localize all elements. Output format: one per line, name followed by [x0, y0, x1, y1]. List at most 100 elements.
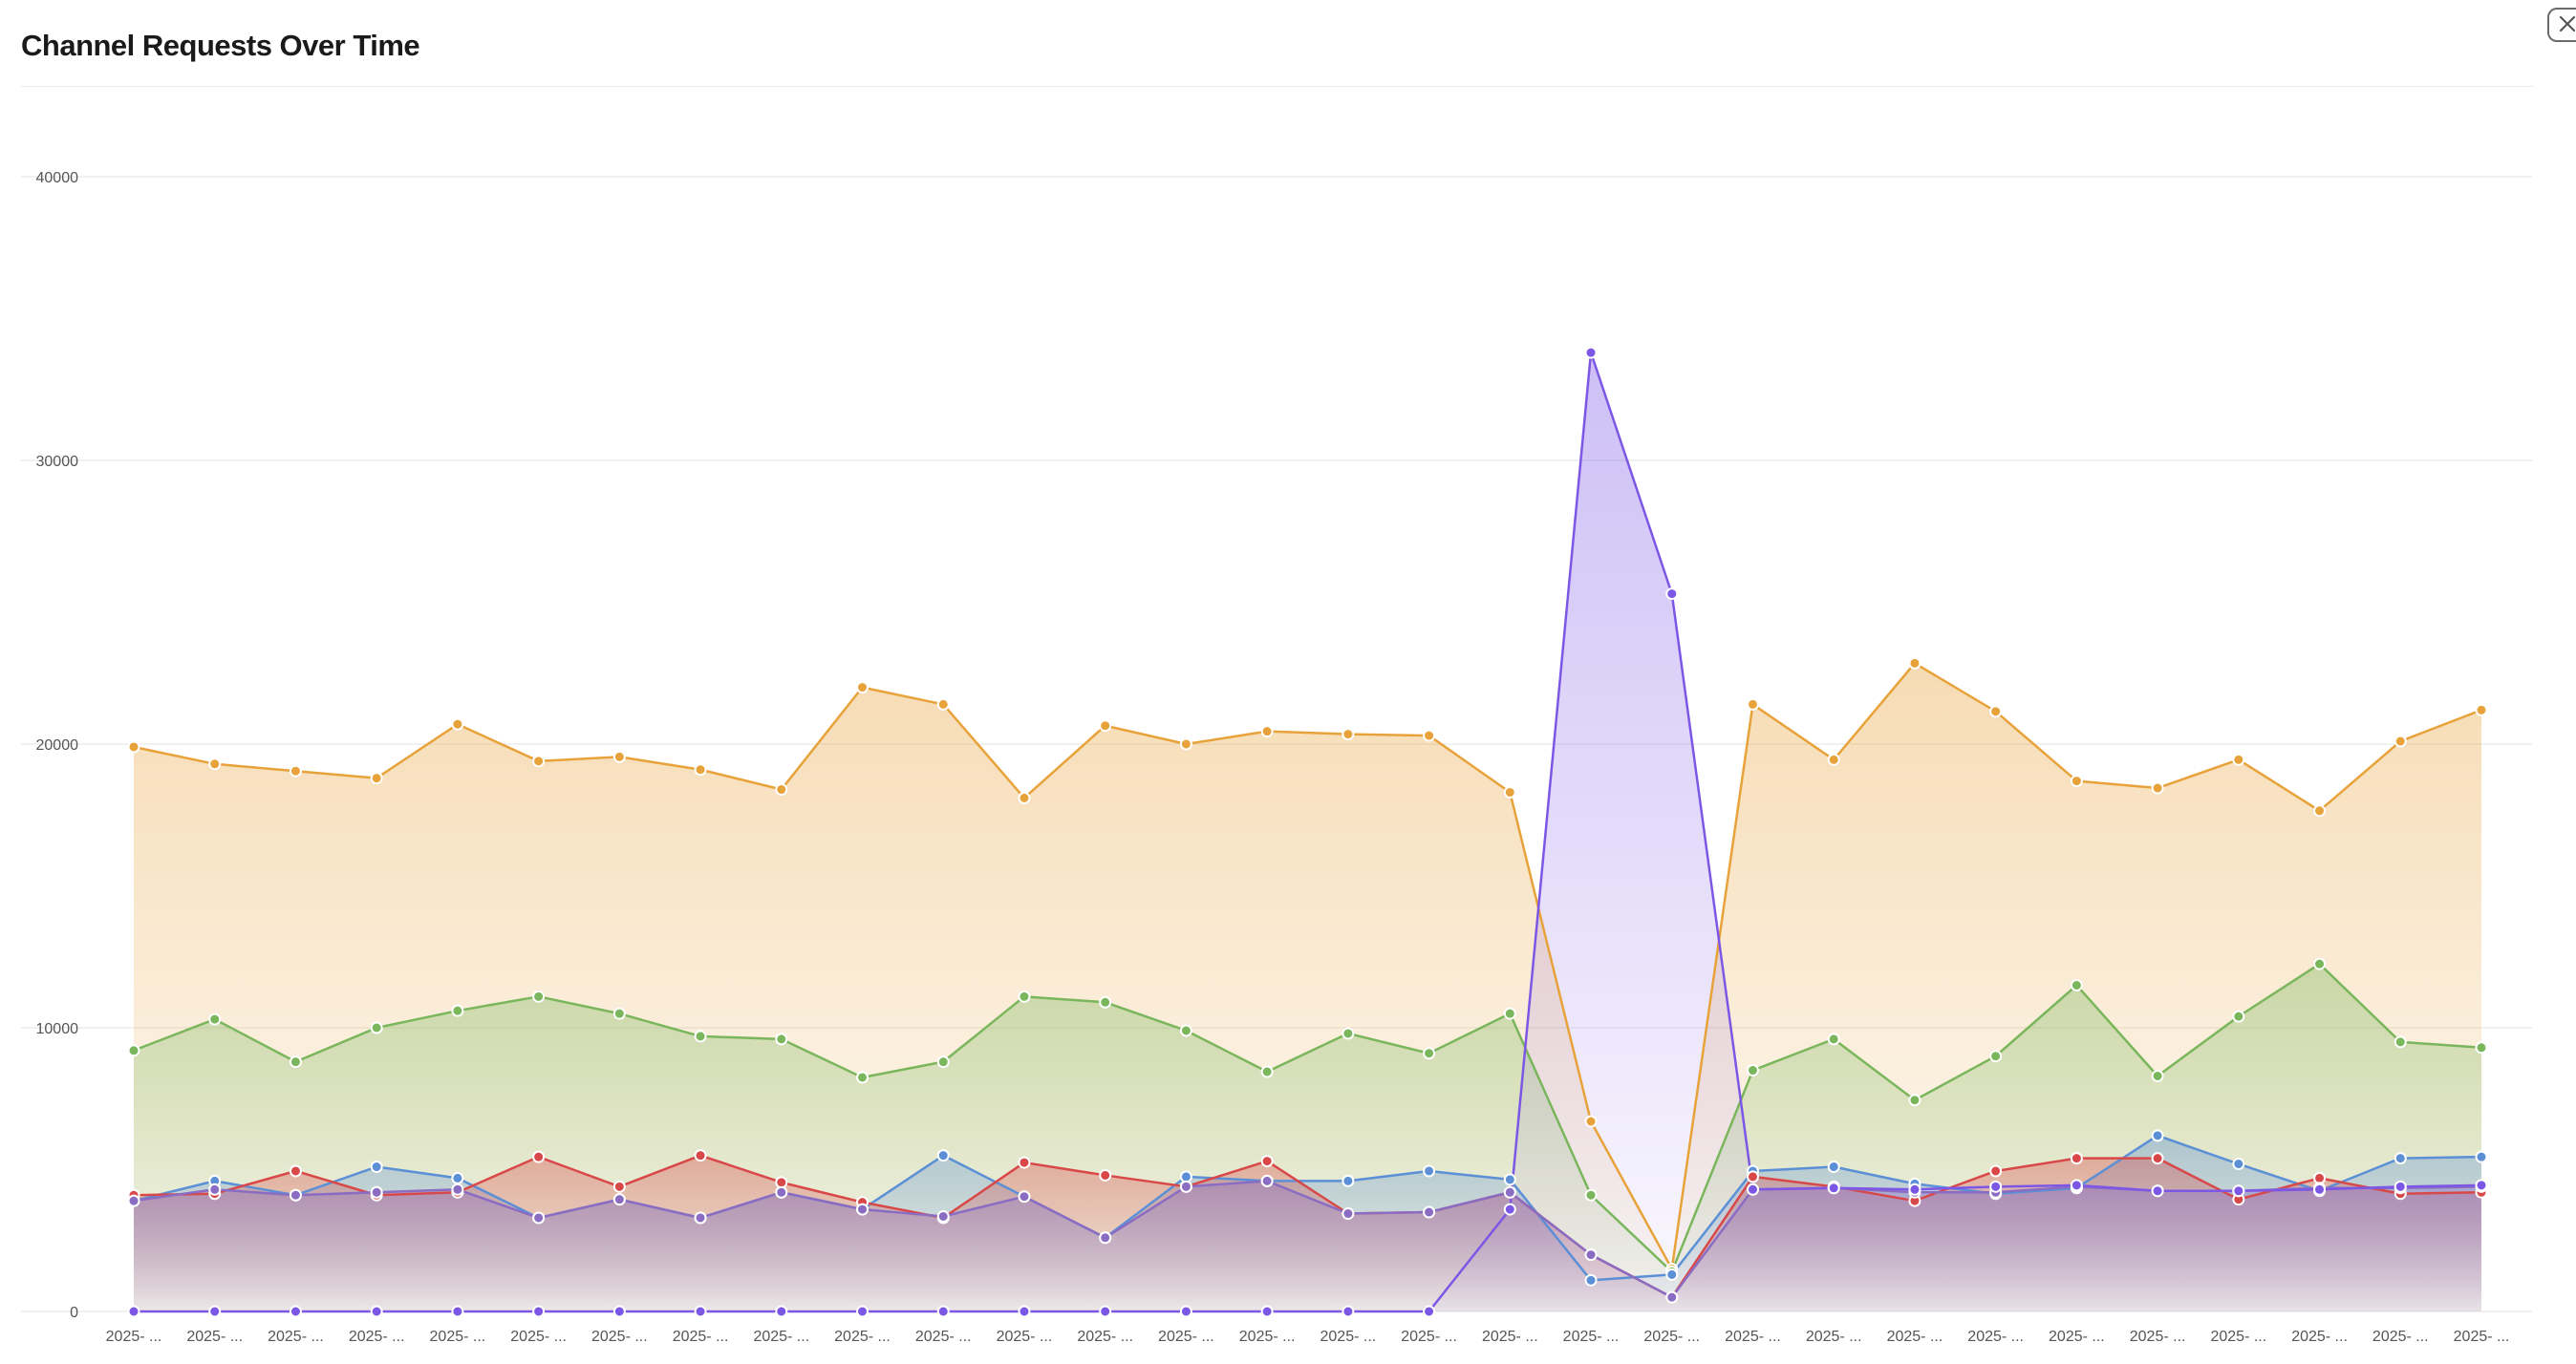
close-button[interactable]	[2547, 8, 2576, 42]
data-point[interactable]	[451, 1305, 464, 1318]
data-point[interactable]	[208, 757, 222, 771]
data-point[interactable]	[289, 1188, 302, 1202]
data-point[interactable]	[2475, 703, 2488, 716]
data-point[interactable]	[2232, 1158, 2245, 1171]
data-point[interactable]	[2232, 1010, 2245, 1023]
data-point[interactable]	[694, 1149, 707, 1162]
data-point[interactable]	[856, 1071, 869, 1084]
data-point[interactable]	[1665, 1290, 1679, 1304]
data-point[interactable]	[1260, 1155, 1274, 1168]
data-point[interactable]	[1423, 729, 1436, 742]
data-point[interactable]	[532, 1305, 546, 1318]
data-point[interactable]	[1989, 705, 2003, 718]
data-point[interactable]	[694, 1030, 707, 1043]
data-point[interactable]	[936, 697, 950, 711]
data-point[interactable]	[2394, 1180, 2407, 1193]
data-point[interactable]	[1018, 791, 1031, 804]
data-point[interactable]	[936, 1149, 950, 1162]
data-point[interactable]	[532, 755, 546, 768]
data-point[interactable]	[289, 1305, 302, 1318]
data-point[interactable]	[370, 1185, 383, 1199]
data-point[interactable]	[1099, 719, 1112, 733]
data-point[interactable]	[1423, 1047, 1436, 1060]
data-point[interactable]	[2313, 957, 2327, 970]
data-point[interactable]	[1989, 1180, 2003, 1193]
data-point[interactable]	[2394, 735, 2407, 748]
data-point[interactable]	[1099, 1305, 1112, 1318]
data-point[interactable]	[856, 1305, 869, 1318]
data-point[interactable]	[1908, 1094, 1921, 1107]
data-point[interactable]	[2475, 1179, 2488, 1192]
data-point[interactable]	[856, 1203, 869, 1216]
data-point[interactable]	[1423, 1205, 1436, 1219]
data-point[interactable]	[612, 1180, 626, 1193]
data-point[interactable]	[1827, 1182, 1840, 1195]
data-point[interactable]	[2313, 1171, 2327, 1184]
data-point[interactable]	[2313, 1183, 2327, 1196]
data-point[interactable]	[1746, 697, 1759, 711]
data-point[interactable]	[451, 1171, 464, 1184]
data-point[interactable]	[1018, 1190, 1031, 1204]
data-point[interactable]	[1423, 1305, 1436, 1318]
data-point[interactable]	[612, 1305, 626, 1318]
data-point[interactable]	[370, 772, 383, 785]
data-point[interactable]	[2070, 1152, 2083, 1165]
data-point[interactable]	[1260, 1305, 1274, 1318]
data-point[interactable]	[2070, 775, 2083, 788]
data-point[interactable]	[1584, 1273, 1598, 1287]
data-point[interactable]	[451, 1183, 464, 1196]
data-point[interactable]	[1746, 1183, 1759, 1196]
data-point[interactable]	[856, 681, 869, 694]
data-point[interactable]	[208, 1305, 222, 1318]
data-point[interactable]	[1179, 1180, 1192, 1193]
data-point[interactable]	[1746, 1170, 1759, 1183]
data-point[interactable]	[775, 783, 788, 797]
data-point[interactable]	[936, 1305, 950, 1318]
data-point[interactable]	[127, 740, 140, 754]
data-point[interactable]	[2232, 1184, 2245, 1198]
data-point[interactable]	[1342, 1305, 1355, 1318]
data-point[interactable]	[1018, 990, 1031, 1003]
data-point[interactable]	[532, 990, 546, 1003]
data-point[interactable]	[370, 1021, 383, 1034]
data-point[interactable]	[289, 1164, 302, 1178]
data-point[interactable]	[1584, 1248, 1598, 1262]
data-point[interactable]	[127, 1305, 140, 1318]
data-point[interactable]	[2313, 804, 2327, 818]
data-point[interactable]	[694, 1211, 707, 1225]
data-point[interactable]	[1018, 1156, 1031, 1169]
data-point[interactable]	[936, 1210, 950, 1224]
data-point[interactable]	[775, 1305, 788, 1318]
data-point[interactable]	[451, 717, 464, 731]
data-point[interactable]	[1342, 1207, 1355, 1221]
data-point[interactable]	[2151, 1184, 2164, 1198]
data-point[interactable]	[936, 1055, 950, 1069]
data-point[interactable]	[2151, 1129, 2164, 1142]
data-point[interactable]	[532, 1211, 546, 1225]
data-point[interactable]	[1989, 1164, 2003, 1178]
data-point[interactable]	[1908, 1183, 1921, 1196]
data-point[interactable]	[775, 1176, 788, 1189]
data-point[interactable]	[1989, 1050, 2003, 1063]
data-point[interactable]	[1179, 1024, 1192, 1037]
data-point[interactable]	[1584, 346, 1598, 359]
data-point[interactable]	[127, 1044, 140, 1057]
data-point[interactable]	[1584, 1115, 1598, 1128]
data-point[interactable]	[1503, 1185, 1516, 1199]
data-point[interactable]	[1260, 1065, 1274, 1078]
data-point[interactable]	[1665, 587, 1679, 601]
data-point[interactable]	[694, 763, 707, 777]
data-point[interactable]	[2475, 1041, 2488, 1055]
data-point[interactable]	[1179, 1170, 1192, 1183]
data-point[interactable]	[612, 1007, 626, 1020]
data-point[interactable]	[775, 1033, 788, 1046]
data-point[interactable]	[612, 750, 626, 763]
data-point[interactable]	[1746, 1064, 1759, 1077]
data-point[interactable]	[1018, 1305, 1031, 1318]
data-point[interactable]	[289, 1055, 302, 1069]
data-point[interactable]	[1099, 1231, 1112, 1245]
data-point[interactable]	[1179, 1305, 1192, 1318]
data-point[interactable]	[1099, 995, 1112, 1009]
data-point[interactable]	[2151, 781, 2164, 795]
data-point[interactable]	[1503, 1007, 1516, 1020]
